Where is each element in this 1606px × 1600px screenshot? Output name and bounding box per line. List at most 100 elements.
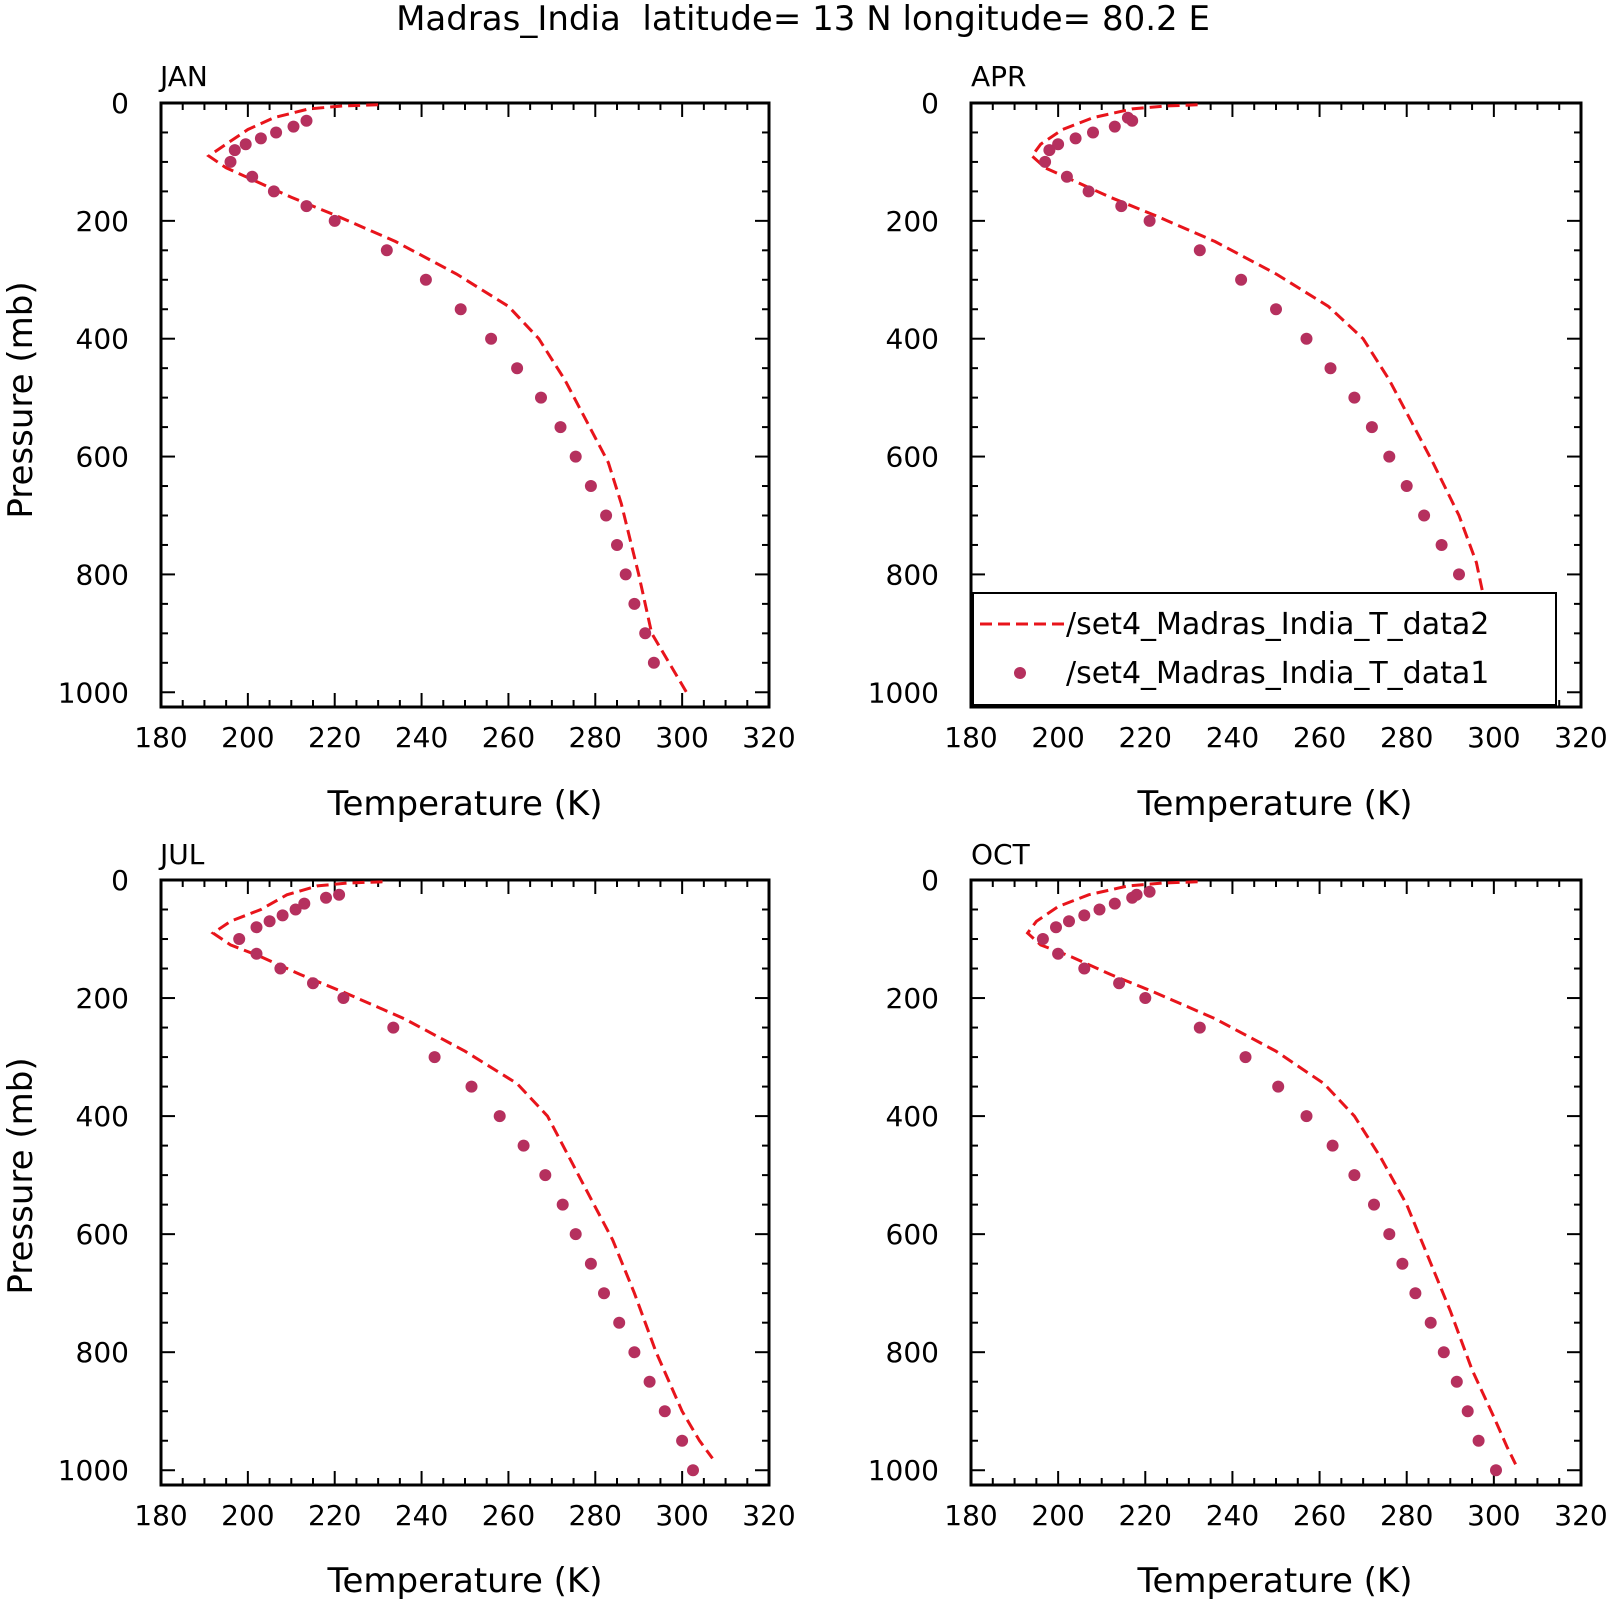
data-point-data1 [1043, 144, 1056, 157]
data-point-data1 [1348, 391, 1361, 404]
data-point-data1 [307, 977, 319, 990]
data-point-data1 [658, 1405, 671, 1418]
data-point-data1 [1472, 1434, 1485, 1447]
x-tick-label: 320 [1554, 1499, 1606, 1532]
data-point-data1 [267, 185, 280, 198]
y-tick-label: 1000 [58, 676, 129, 709]
x-tick-label: 260 [482, 1499, 535, 1532]
data-point-data1 [1108, 120, 1121, 133]
data-point-data1 [1326, 1139, 1339, 1152]
data-point-data1 [1126, 891, 1139, 904]
data-point-data1 [419, 273, 432, 286]
data-point-data1 [1126, 114, 1139, 127]
data-point-data1 [1383, 450, 1396, 463]
x-tick-label: 260 [1293, 1499, 1346, 1532]
data-point-data1 [1139, 992, 1152, 1004]
x-tick-label: 180 [944, 721, 997, 754]
y-tick-label: 1000 [58, 1454, 129, 1487]
y-tick-label: 1000 [868, 1454, 939, 1487]
y-tick-label: 0 [111, 87, 129, 120]
legend: /set4_Madras_India_T_data2 /set4_Madras_… [972, 592, 1557, 706]
y-tick-label: 200 [886, 982, 939, 1015]
data-point-data1 [1348, 1169, 1361, 1182]
data-point-data1 [517, 1139, 530, 1152]
data-point-data1 [1143, 885, 1156, 898]
data-point-data1 [1078, 962, 1091, 975]
x-tick-label: 300 [655, 1499, 708, 1532]
data-point-data1 [1437, 1346, 1450, 1359]
x-tick-label: 280 [569, 1499, 622, 1532]
data-point-data1 [613, 1316, 626, 1329]
data-point-data1 [643, 1375, 656, 1388]
data-point-data1 [1115, 200, 1128, 213]
data-point-data1 [639, 627, 652, 640]
data-point-data1 [1418, 509, 1431, 522]
data-point-data1 [687, 1464, 699, 1477]
data-point-data1 [224, 155, 237, 168]
data-point-data1 [611, 539, 623, 551]
data-point-data1 [511, 362, 524, 375]
data-point-data1 [569, 450, 582, 463]
data-point-data1 [1063, 915, 1075, 928]
x-tick-label: 220 [308, 1499, 361, 1532]
x-axis-label: Temperature (K) [326, 784, 602, 824]
x-tick-label: 280 [1380, 1499, 1433, 1532]
y-tick-label: 800 [76, 558, 129, 591]
data-point-data1 [250, 921, 263, 934]
y-axis-label: Pressure (mb) [1, 1057, 41, 1294]
data-point-data1 [598, 1287, 610, 1300]
x-tick-label: 220 [1119, 1499, 1172, 1532]
data-point-data1 [1450, 1375, 1463, 1388]
data-point-data1 [298, 897, 311, 910]
data-point-data1 [1069, 132, 1082, 145]
x-tick-label: 300 [1467, 721, 1520, 754]
x-tick-label: 200 [221, 1499, 274, 1532]
y-tick-label: 200 [76, 982, 129, 1015]
y-tick-label: 400 [886, 1100, 939, 1133]
data-point-data1 [1409, 1287, 1422, 1300]
data-point-data1 [274, 962, 287, 975]
y-tick-label: 200 [76, 205, 129, 238]
y-tick-label: 400 [886, 323, 939, 356]
y-tick-label: 800 [76, 1336, 129, 1369]
series-line-data2 [210, 880, 714, 1460]
data-point-data1 [333, 888, 346, 901]
legend-label-data2: /set4_Madras_India_T_data2 [1066, 607, 1489, 642]
x-tick-label: 320 [742, 1499, 795, 1532]
data-point-data1 [300, 114, 313, 127]
panel-label: JUL [158, 838, 205, 871]
legend-marker-swatch [1014, 667, 1026, 679]
x-axis-label: Temperature (K) [1136, 784, 1412, 824]
data-point-data1 [535, 391, 547, 404]
y-tick-label: 600 [76, 1218, 129, 1251]
plot-area: 180 200 220 240 260 280 300 320 0 200 400 600 800 100… [58, 864, 796, 1532]
x-tick-label: 280 [1380, 721, 1433, 754]
y-axis-label: Pressure (mb) [1, 281, 41, 518]
data-point-data1 [254, 132, 267, 145]
y-tick-label: 400 [76, 323, 129, 356]
data-point-data1 [337, 992, 350, 1004]
data-point-data1 [1300, 1110, 1313, 1123]
y-tick-label: 200 [886, 205, 939, 238]
data-point-data1 [228, 144, 241, 157]
data-point-data1 [493, 1110, 506, 1123]
plot-frame [159, 101, 771, 709]
x-tick-label: 240 [395, 721, 448, 754]
x-axis-label: Temperature (K) [326, 1561, 602, 1600]
y-tick-label: 400 [76, 1100, 129, 1133]
legend-box [972, 592, 1557, 706]
series-line-data2 [1025, 880, 1517, 1465]
data-point-data1 [1050, 921, 1062, 934]
data-point-data1 [628, 1346, 641, 1359]
data-point-data1 [1052, 138, 1065, 151]
data-point-data1 [485, 332, 498, 345]
data-point-data1 [1093, 903, 1106, 916]
data-point-data1 [600, 509, 613, 522]
data-point-data1 [276, 909, 289, 922]
series-line-data2 [206, 103, 688, 694]
data-point-data1 [1383, 1228, 1396, 1241]
y-tick-label: 0 [921, 864, 939, 897]
y-tick-label: 600 [886, 1218, 939, 1251]
x-tick-label: 200 [1031, 1499, 1084, 1532]
